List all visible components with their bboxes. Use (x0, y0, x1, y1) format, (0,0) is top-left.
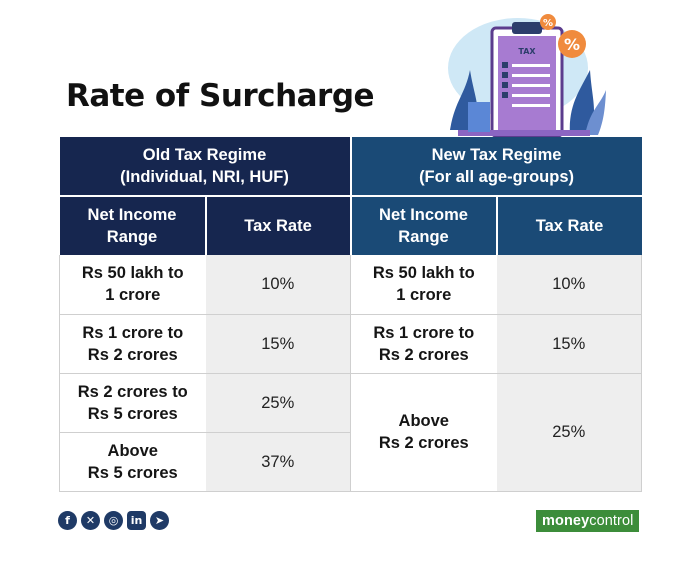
new-range-cell: Rs 50 lakh to 1 crore (350, 255, 497, 315)
old-range-cell: Rs 1 crore to Rs 2 crores (59, 314, 206, 374)
tax-label: TAX (518, 47, 536, 56)
new-col-range-header: Net Income Range (349, 195, 497, 255)
table-row: Rs 1 crore to Rs 2 crores 15% Rs 1 crore… (59, 314, 643, 374)
table-row: Rs 2 crores to Rs 5 crores 25% Above Rs … (59, 373, 643, 492)
page-title: Rate of Surcharge (66, 78, 375, 114)
old-rate-cell: 15% (205, 314, 351, 374)
tax-clipboard-illustration: TAX % % (448, 14, 606, 138)
new-rate-cell: 25% (496, 373, 643, 492)
telegram-icon[interactable]: ➤ (150, 511, 169, 530)
new-range-cell: Rs 1 crore to Rs 2 crores (350, 314, 497, 374)
linkedin-icon[interactable]: in (127, 511, 146, 530)
new-regime-header: New Tax Regime (For all age-groups) (349, 137, 642, 196)
percent-badge-large: % (564, 35, 580, 54)
instagram-icon[interactable]: ◎ (104, 511, 123, 530)
old-rate-cell: 25% (205, 373, 351, 433)
old-range-cell: Above Rs 5 crores (59, 432, 206, 492)
old-rate-cell: 37% (205, 432, 351, 492)
old-rate-cell: 10% (205, 255, 351, 315)
old-range-cell: Rs 50 lakh to 1 crore (59, 255, 206, 315)
old-col-range-header: Net Income Range (59, 195, 206, 255)
table-row: Rs 50 lakh to 1 crore 10% Rs 50 lakh to … (59, 255, 643, 315)
table-row: Above Rs 5 crores 37% (59, 432, 642, 492)
surcharge-table: Old Tax Regime (Individual, NRI, HUF) Ne… (59, 137, 643, 492)
new-range-cell: Above Rs 2 crores (350, 373, 497, 492)
new-rate-cell: 10% (496, 255, 643, 315)
percent-badge-small: % (543, 18, 553, 29)
moneycontrol-logo: money control (536, 510, 640, 532)
new-col-rate-header: Tax Rate (495, 195, 642, 255)
facebook-icon[interactable]: f (58, 511, 77, 530)
x-icon[interactable]: ✕ (81, 511, 100, 530)
old-range-cell: Rs 2 crores to Rs 5 crores (59, 373, 206, 433)
old-col-rate-header: Tax Rate (204, 195, 351, 255)
social-icons: f ✕ ◎ in ➤ (58, 511, 169, 530)
new-rate-cell: 15% (496, 314, 643, 374)
old-regime-header: Old Tax Regime (Individual, NRI, HUF) (59, 137, 351, 196)
